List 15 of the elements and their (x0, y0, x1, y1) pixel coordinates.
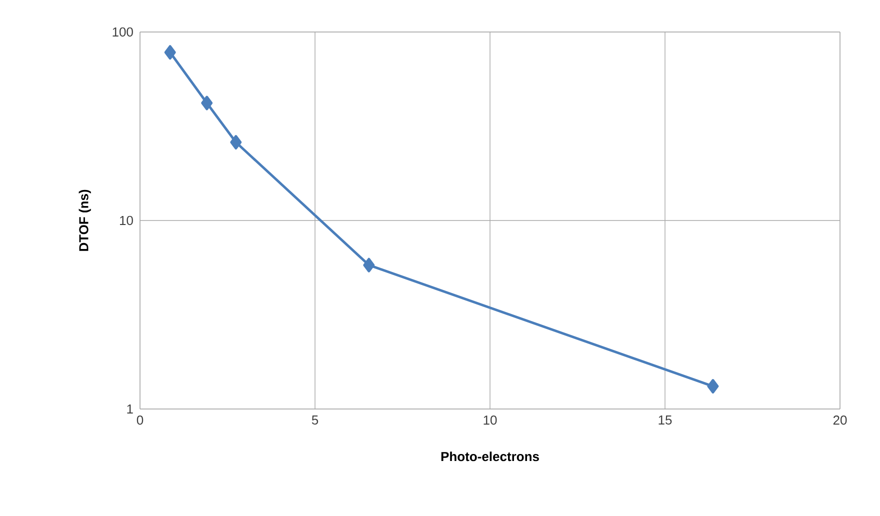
y-axis-title: DTOF (ns) (78, 190, 91, 251)
x-tick-label: 10 (484, 416, 497, 425)
x-tick-label: 5 (312, 416, 318, 425)
y-tick-label: 1 (127, 404, 133, 414)
x-tick-label: 0 (136, 416, 144, 425)
point (230, 135, 242, 150)
x-tick-label: 15 (658, 416, 672, 425)
x-axis-title: Photo-electrons (441, 452, 539, 462)
y-tick-label: 100 (112, 27, 133, 37)
point (164, 45, 176, 60)
x-tick-label: 20 (833, 416, 847, 425)
point (707, 379, 719, 394)
y-tick-label: 10 (120, 216, 133, 226)
point (201, 96, 213, 110)
point (363, 258, 375, 272)
